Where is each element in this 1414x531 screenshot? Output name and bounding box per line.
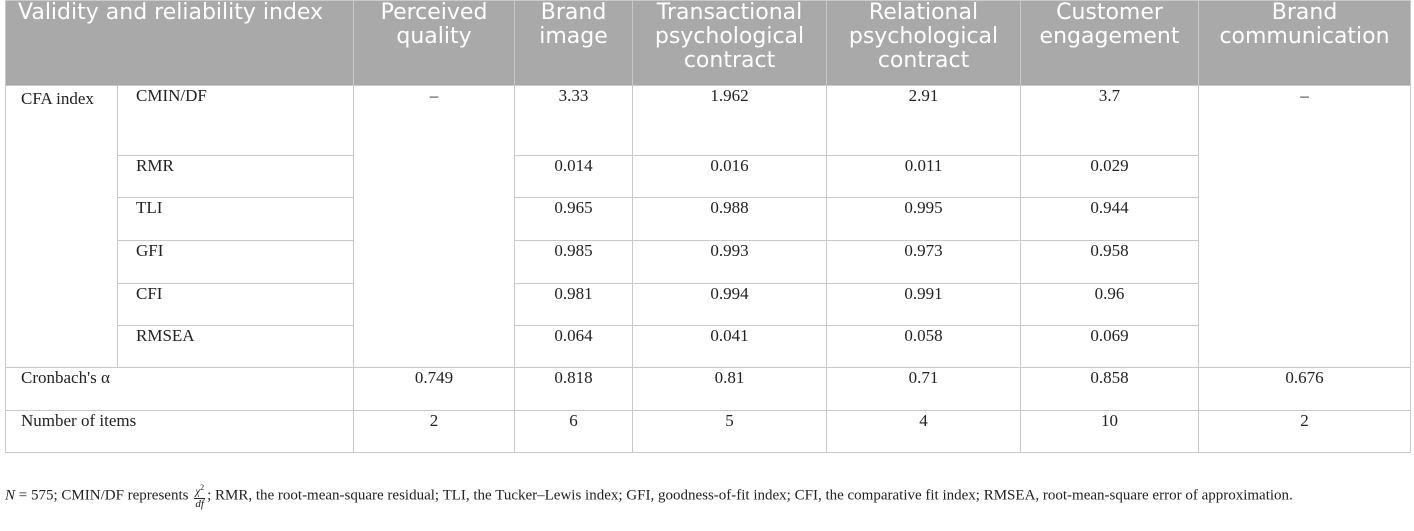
header-validity-index: Validity and reliability index [4, 0, 355, 86]
table-cell: 0.944 [1020, 197, 1200, 241]
table-cell: 0.058 [826, 325, 1022, 368]
row-label: RMR [116, 155, 355, 198]
header-perceived-quality: Perceived quality [353, 0, 516, 86]
table-cell: 0.973 [826, 240, 1022, 284]
fraction-superscript: 2 [200, 483, 205, 492]
header-brand-image: Brand image [514, 0, 634, 86]
table-cell: 0.011 [826, 155, 1022, 198]
row-label: CFI [116, 283, 355, 326]
table-cell: 2.91 [826, 85, 1022, 156]
cfa-index-label: CFA index [5, 85, 118, 368]
table-footnote: N = 575; CMIN/DF represents χ2 df; RMR, t… [5, 482, 1410, 510]
table-row: RMR 0.014 0.016 0.011 0.029 [6, 155, 1411, 198]
table-row: Number of items 2 6 5 4 10 2 [4, 410, 1412, 453]
table-cell: 0.749 [353, 367, 516, 411]
table-cell: 6 [514, 410, 634, 453]
table-cell: 0.965 [514, 197, 634, 241]
table-cell: 0.029 [1020, 155, 1200, 198]
table-cell: 0.014 [514, 155, 634, 198]
number-of-items-label: Number of items [4, 410, 355, 453]
table-cell: 4 [826, 410, 1022, 453]
table-row: GFI 0.985 0.993 0.973 0.958 [6, 240, 1411, 284]
table-cell: 0.858 [1020, 367, 1200, 411]
cronbach-alpha-label: Cronbach's α [4, 367, 355, 411]
table-cell: 0.016 [632, 155, 828, 198]
table-row: TLI 0.965 0.988 0.995 0.944 [6, 197, 1411, 241]
row-label: TLI [116, 197, 355, 241]
header-transactional-contract: Transactional psychological contract [632, 0, 828, 86]
table-cell: 0.96 [1020, 283, 1200, 326]
fraction-numerator: χ [195, 485, 201, 498]
row-label: CMIN/DF [116, 85, 355, 156]
header-customer-engagement: Customer engagement [1020, 0, 1200, 86]
table-cell: 0.981 [514, 283, 634, 326]
table-cell: 0.064 [514, 325, 634, 368]
table-cell: 10 [1020, 410, 1200, 453]
table-cell: 0.993 [632, 240, 828, 284]
header-brand-communication: Brand communication [1198, 0, 1412, 86]
table-cell: 1.962 [632, 85, 828, 156]
table-cell: 0.069 [1020, 325, 1200, 368]
table-cell: 0.991 [826, 283, 1022, 326]
chi-square-fraction: χ2 df [194, 482, 206, 510]
fraction-denominator: df [195, 497, 204, 510]
table-cell: 0.988 [632, 197, 828, 241]
table-row: RMSEA 0.064 0.041 0.058 0.069 [6, 325, 1411, 368]
row-label: GFI [116, 240, 355, 284]
table-cell: 0.676 [1198, 367, 1412, 411]
table-cell: 0.995 [826, 197, 1022, 241]
brand-communication-cfa-cell: – [1198, 85, 1412, 368]
table-cell: 0.818 [514, 367, 634, 411]
row-label: RMSEA [116, 325, 355, 368]
table-cell: 0.985 [514, 240, 634, 284]
header-relational-contract: Relational psychological contract [826, 0, 1022, 86]
table-cell: 0.71 [826, 367, 1022, 411]
footnote-definitions: ; RMR, the root-mean-square residual; TL… [207, 487, 1293, 504]
table-row: CFA index CMIN/DF – 3.33 1.962 2.91 3.7 … [5, 85, 1412, 368]
perceived-quality-cfa-cell: – [353, 85, 516, 368]
table-cell: 5 [632, 410, 828, 453]
table-row: CFI 0.981 0.994 0.991 0.96 [6, 283, 1411, 326]
table-cell: 0.994 [632, 283, 828, 326]
header-row: Validity and reliability index Perceived… [4, 0, 1412, 86]
table-cell: 3.33 [514, 85, 634, 156]
validity-reliability-table: Validity and reliability index Perceived… [4, 0, 1412, 453]
footnote-n-text: = 575; CMIN/DF represents [15, 487, 193, 504]
table-cell: 0.958 [1020, 240, 1200, 284]
table-cell: 2 [353, 410, 516, 453]
table-cell: 2 [1198, 410, 1412, 453]
table-cell: 3.7 [1020, 85, 1200, 156]
n-symbol: N [5, 487, 16, 504]
table-row: Cronbach's α 0.749 0.818 0.81 0.71 0.858… [4, 367, 1412, 411]
table-cell: 0.81 [632, 367, 828, 411]
table-cell: 0.041 [632, 325, 828, 368]
